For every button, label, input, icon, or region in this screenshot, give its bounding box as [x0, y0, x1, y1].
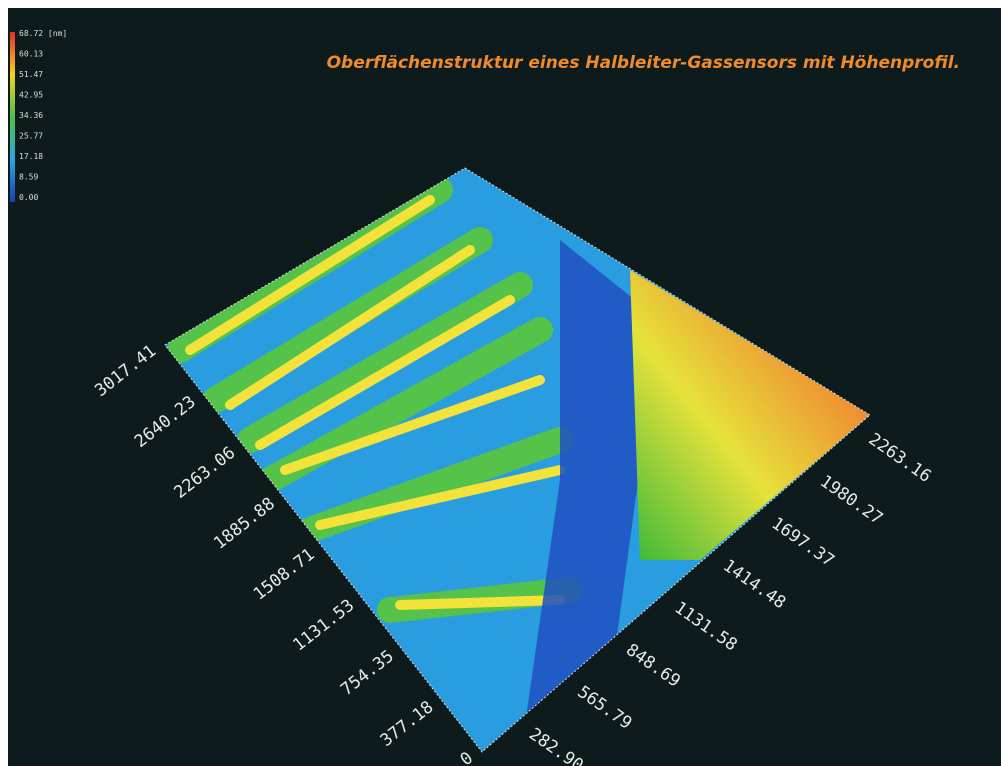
- figure: Oberflächenstruktur eines Halbleiter-Gas…: [0, 0, 1001, 766]
- colorbar-label: 17.18: [19, 152, 43, 161]
- colorbar-label: 51.47: [19, 70, 43, 79]
- colorbar-label: 25.77: [19, 132, 43, 141]
- screenshot: Oberflächenstruktur eines Halbleiter-Gas…: [0, 0, 1001, 766]
- colorbar-label: 8.59: [19, 173, 38, 182]
- colorbar-label: 60.13: [19, 50, 43, 59]
- colorbar-label: 42.95: [19, 91, 43, 100]
- colorbar-label: 34.36: [19, 111, 43, 120]
- colorbar: [10, 32, 15, 202]
- colorbar-label: 0.00: [19, 193, 38, 202]
- colorbar-label: 68.72 [nm]: [19, 29, 67, 38]
- caption: Oberflächenstruktur eines Halbleiter-Gas…: [327, 53, 960, 73]
